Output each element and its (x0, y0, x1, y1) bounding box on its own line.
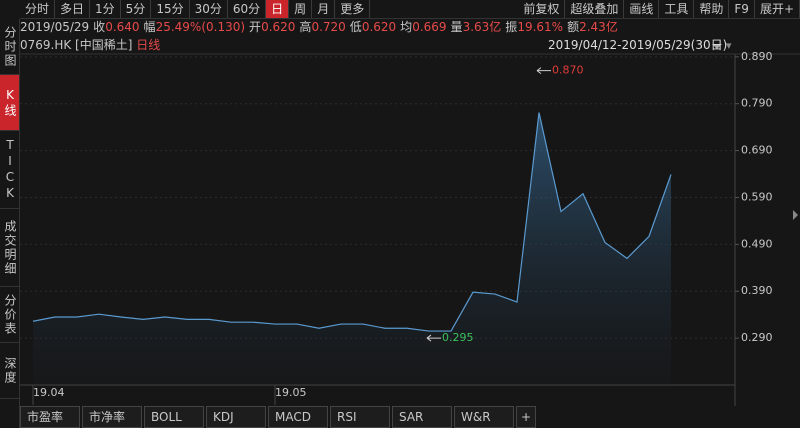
quote-label: 幅 (143, 20, 156, 34)
quote-value: 19.61% (517, 20, 564, 34)
quote-date: 2019/05/29 (20, 20, 90, 34)
quote-bar: 2019/05/29 收0.640 幅25.49%(0.130) 开0.620 高0.7… (20, 19, 618, 36)
period-tab[interactable]: 30分 (190, 0, 228, 18)
annotation: 0.295 (442, 331, 474, 344)
tool-tab[interactable]: 画线 (624, 0, 660, 18)
quote-value: 3.63亿 (462, 20, 502, 34)
x-tick-label: 19.04 (33, 386, 65, 399)
quote-label: 低 (349, 20, 362, 34)
annotation-arrow (536, 67, 551, 75)
x-tick-label: 19.05 (275, 386, 307, 399)
quote-item: 额2.43亿 (567, 19, 618, 36)
quote-item: 量3.63亿 (451, 19, 502, 36)
settings-icon[interactable]: ▾ (726, 39, 732, 52)
period-tab[interactable]: 15分 (151, 0, 190, 18)
side-tab[interactable]: 分价表 (0, 287, 19, 343)
tool-tab[interactable]: 帮助 (694, 0, 730, 18)
quote-item: 幅25.49%(0.130) (144, 19, 246, 36)
quote-item: 开0.620 (249, 19, 295, 36)
tool-tab[interactable]: 超级叠加 (565, 0, 625, 18)
indicator-tab[interactable]: 市净率 (82, 406, 142, 428)
quote-item: 振19.61% (505, 19, 563, 36)
price-line (32, 112, 672, 332)
quote-label: 均 (400, 20, 413, 34)
period-tab[interactable]: 周 (289, 0, 313, 18)
quote-value: 2.43亿 (579, 20, 618, 34)
side-tab[interactable]: K线图 (0, 75, 19, 131)
chart-header: 0769.HK [中国稀土] 日线 (20, 37, 160, 54)
sidebar: 分时图K线图TICK成交明细分价表深度 (0, 19, 20, 428)
quote-label: 收 (93, 20, 106, 34)
indicator-tab[interactable]: MACD (268, 406, 328, 428)
indicator-tab[interactable]: 市盈率 (20, 406, 80, 428)
quote-label: 额 (567, 20, 580, 34)
collapse-handle[interactable] (793, 210, 798, 220)
annotation: 0.870 (552, 64, 584, 77)
indicator-tab[interactable]: SAR (392, 406, 452, 428)
indicator-tab[interactable]: + (516, 406, 536, 428)
quote-item: 收0.640 (93, 19, 139, 36)
side-tab[interactable]: 成交明细 (0, 209, 19, 287)
side-tab[interactable]: 分时图 (0, 19, 19, 75)
y-tick-label: 0.790 (741, 97, 773, 110)
tool-tabs: 前复权 超级叠加 画线 工具 帮助 F9 展开+ (518, 0, 800, 18)
chart-title: 0769.HK [中国稀土] (20, 38, 133, 52)
quote-item: 低0.620 (350, 19, 396, 36)
quote-value: 0.720 (311, 20, 346, 34)
side-tab[interactable]: TICK (0, 131, 19, 209)
period-tab[interactable]: 更多 (335, 0, 371, 18)
quote-label: 高 (299, 20, 312, 34)
quote-value: 25.49%(0.130) (155, 20, 246, 34)
period-tab[interactable]: 1分 (90, 0, 121, 18)
indicator-tab[interactable]: BOLL (144, 406, 204, 428)
tool-tab[interactable]: 前复权 (518, 0, 566, 18)
period-tab[interactable]: 60分 (228, 0, 267, 18)
y-tick-label: 0.690 (741, 144, 773, 157)
side-tab[interactable]: 深度 (0, 343, 19, 399)
quote-label: 量 (450, 20, 463, 34)
tool-tab[interactable]: 展开+ (755, 0, 800, 18)
period-tab[interactable]: 5分 (121, 0, 152, 18)
quote-value: 0.640 (105, 20, 140, 34)
period-tabs: 分时 多日 1分 5分 15分 30分 60分日周月更多 (20, 0, 371, 18)
indicator-tab[interactable]: W&R (454, 406, 514, 428)
y-tick-label: 0.390 (741, 284, 773, 297)
indicator-tab[interactable]: KDJ (206, 406, 266, 428)
y-tick-label: 0.590 (741, 190, 773, 203)
quote-item: 均0.669 (400, 19, 446, 36)
quote-value: 0.620 (361, 20, 397, 34)
date-range[interactable]: 2019/04/12-2019/05/29(30日) (548, 38, 728, 52)
period-tab[interactable]: 日 (266, 0, 290, 18)
tool-tab[interactable]: 工具 (659, 0, 695, 18)
tool-tab[interactable]: F9 (729, 0, 755, 18)
toolbar: 分时 多日 1分 5分 15分 30分 60分日周月更多 前复权 超级叠加 画线 工具 帮助 F9 展开+ (20, 0, 800, 19)
indicator-tabs: 市盈率 市净率 BOLL KDJ MACD RSI SAR W&R + (20, 406, 536, 428)
y-tick-label: 0.490 (741, 237, 773, 250)
period-tab[interactable]: 月 (312, 0, 336, 18)
y-tick-label: 0.890 (741, 50, 773, 63)
indicator-tab[interactable]: RSI (330, 406, 390, 428)
y-tick-label: 0.290 (741, 331, 773, 344)
quote-label: 开 (249, 20, 262, 34)
quote-value: 0.620 (261, 20, 296, 34)
period-tab[interactable]: 多日 (55, 0, 91, 18)
chart-subtitle: 日线 (136, 38, 161, 52)
quote-label: 振 (505, 20, 518, 34)
area (33, 112, 671, 386)
annotation-arrow (426, 334, 441, 342)
range-dropdown[interactable] (712, 44, 722, 49)
quote-value: 0.669 (412, 20, 447, 34)
period-tab[interactable]: 分时 (20, 0, 56, 18)
quote-item: 高0.720 (299, 19, 345, 36)
